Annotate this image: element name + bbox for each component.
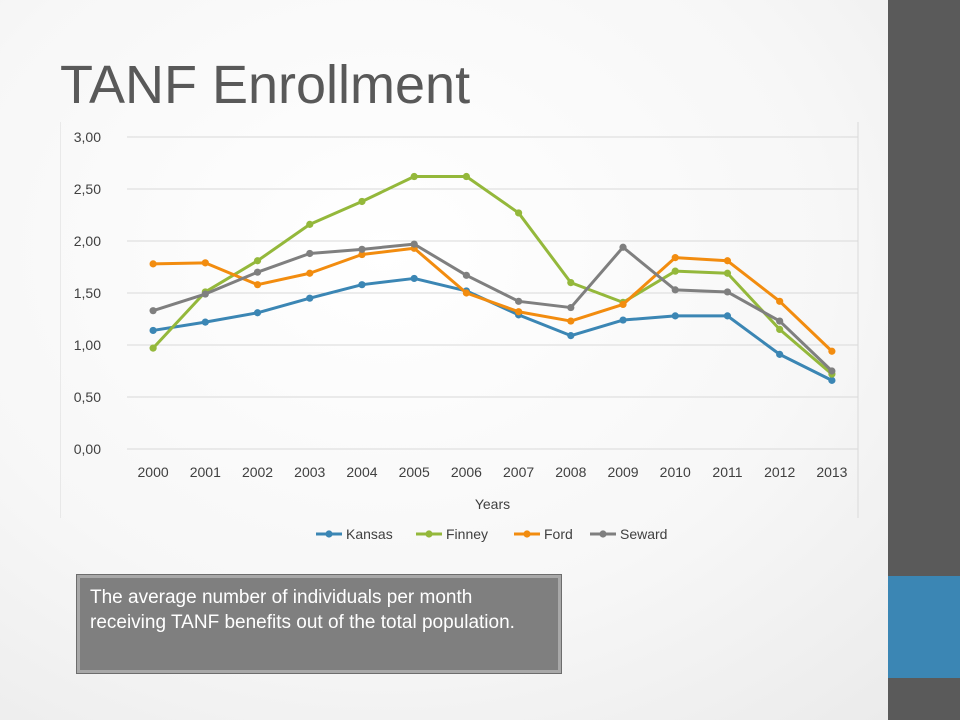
data-point-finney xyxy=(776,325,784,333)
data-point-ford xyxy=(776,297,784,305)
data-point-finney xyxy=(253,257,262,265)
data-point-finney xyxy=(671,267,679,275)
legend-marker-kansas xyxy=(325,530,333,538)
y-tick-label: 2,00 xyxy=(74,233,101,249)
data-point-kansas xyxy=(253,309,262,317)
data-point-kansas xyxy=(358,281,366,289)
y-tick-label: 1,00 xyxy=(74,337,101,353)
data-point-seward xyxy=(671,286,679,294)
data-point-ford xyxy=(723,257,732,265)
data-point-seward xyxy=(149,307,157,315)
series-line-ford xyxy=(151,246,834,353)
data-point-kansas xyxy=(776,350,784,358)
y-tick-label: 0,50 xyxy=(74,389,101,405)
data-point-seward xyxy=(410,240,418,248)
data-point-kansas xyxy=(723,312,732,320)
legend-label-finney: Finney xyxy=(446,526,488,542)
x-tick-label: 2002 xyxy=(242,464,273,480)
data-point-finney xyxy=(515,209,523,217)
data-point-ford xyxy=(462,289,470,297)
legend-item-kansas: Kansas xyxy=(316,526,393,542)
x-tick-label: 2011 xyxy=(712,464,742,480)
x-tick-label: 2004 xyxy=(346,464,377,480)
data-point-kansas xyxy=(567,332,575,340)
x-tick-label: 2006 xyxy=(451,464,482,480)
data-point-seward xyxy=(723,288,732,296)
x-tick-label: 2012 xyxy=(764,464,795,480)
data-point-ford xyxy=(253,281,262,289)
data-point-kansas xyxy=(149,326,157,335)
data-point-seward xyxy=(567,303,575,312)
data-point-finney xyxy=(723,269,732,277)
line-chart: 0,00 0,50 1,00 1,50 2,00 2,50 3,00 2000 2001 2002… xyxy=(60,122,859,542)
data-point-ford xyxy=(515,308,523,316)
data-point-ford xyxy=(358,250,366,259)
data-point-ford xyxy=(201,259,209,267)
data-point-ford xyxy=(828,347,836,355)
series-line-finney xyxy=(151,175,834,376)
data-point-ford xyxy=(567,317,575,325)
legend-marker-seward xyxy=(599,530,607,538)
data-point-finney xyxy=(410,172,418,181)
data-point-finney xyxy=(149,344,157,352)
data-point-seward xyxy=(201,290,209,298)
data-point-kansas xyxy=(201,318,209,326)
data-point-seward xyxy=(515,297,523,305)
legend-item-ford: Ford xyxy=(514,526,573,542)
legend-label-ford: Ford xyxy=(544,526,573,542)
legend-marker-finney xyxy=(425,530,433,538)
x-tick-label: 2009 xyxy=(607,464,638,480)
data-point-seward xyxy=(776,317,784,325)
y-tick-label: 0,00 xyxy=(74,441,101,457)
y-tick-label: 1,50 xyxy=(74,285,101,301)
y-tick-label: 3,00 xyxy=(74,129,101,145)
x-tick-label: 2003 xyxy=(294,464,325,480)
data-point-ford xyxy=(619,300,627,309)
data-point-kansas xyxy=(410,274,418,283)
x-tick-label: 2007 xyxy=(503,464,534,480)
data-point-seward xyxy=(462,271,470,279)
x-axis-title: Years xyxy=(475,496,510,512)
slide-title: TANF Enrollment xyxy=(60,55,471,115)
data-point-seward xyxy=(619,243,627,251)
x-tick-label: 2001 xyxy=(190,464,221,480)
data-point-seward xyxy=(306,249,314,258)
data-point-finney xyxy=(567,279,575,287)
data-point-ford xyxy=(306,269,314,277)
data-point-finney xyxy=(358,197,366,206)
y-tick-label: 2,50 xyxy=(74,181,101,197)
data-point-kansas xyxy=(619,316,627,324)
legend-label-kansas: Kansas xyxy=(346,526,393,542)
data-point-finney xyxy=(306,220,314,228)
legend-item-finney: Finney xyxy=(416,526,488,542)
x-tick-label: 2005 xyxy=(399,464,430,480)
data-point-kansas xyxy=(671,312,679,320)
legend-label-seward: Seward xyxy=(620,526,667,542)
data-point-seward xyxy=(828,367,836,375)
x-tick-label: 2008 xyxy=(555,464,586,480)
legend-marker-ford xyxy=(523,530,531,538)
data-point-seward xyxy=(253,268,262,276)
callout-box: The average number of individuals per mo… xyxy=(76,574,562,674)
data-point-ford xyxy=(671,254,679,262)
data-point-kansas xyxy=(828,376,836,384)
x-tick-label: 2013 xyxy=(816,464,847,480)
right-accent-block xyxy=(888,576,960,678)
series-line-seward xyxy=(151,242,834,373)
data-point-ford xyxy=(149,260,157,268)
data-point-seward xyxy=(358,245,366,253)
x-tick-label: 2010 xyxy=(660,464,691,480)
data-point-kansas xyxy=(306,294,314,302)
data-point-finney xyxy=(462,172,470,181)
x-tick-label: 2000 xyxy=(138,464,169,480)
legend-item-seward: Seward xyxy=(590,526,667,542)
